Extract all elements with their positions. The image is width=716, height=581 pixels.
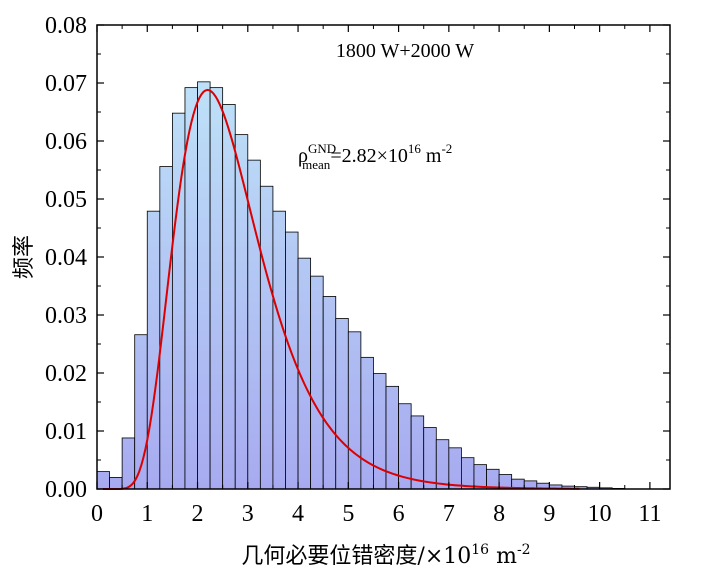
- x-tick-label: 10: [588, 501, 612, 527]
- histogram-bar: [285, 231, 299, 490]
- y-tick-label: 0.06: [45, 129, 87, 155]
- annotation-unit: m: [421, 145, 442, 167]
- histogram-bar: [146, 210, 161, 490]
- bars-group: [96, 81, 626, 490]
- y-tick-label: 0.02: [45, 361, 87, 387]
- x-tick-label: 6: [393, 501, 405, 527]
- x-tick-label: 2: [192, 501, 204, 527]
- histogram-bar: [197, 81, 211, 490]
- y-tick-label: 0.00: [45, 477, 87, 503]
- histogram-bar: [272, 210, 286, 490]
- histogram-bar: [209, 87, 224, 490]
- histogram-bar: [259, 185, 274, 490]
- histogram-bar: [109, 476, 123, 490]
- x-tick-label: 0: [91, 501, 103, 527]
- y-axis-title: 频率: [12, 235, 37, 279]
- y-tick-label: 0.07: [45, 71, 87, 97]
- histogram-bar: [222, 104, 236, 490]
- annotation-sub: mean: [302, 157, 331, 172]
- x-tick-label: 8: [493, 501, 505, 527]
- histogram-bar: [96, 471, 110, 490]
- annotation-value: =2.82×10: [330, 145, 408, 167]
- histogram-bar: [347, 331, 362, 490]
- x-tick-label: 5: [342, 501, 354, 527]
- x-axis-title-exp: 16: [471, 542, 489, 558]
- x-axis-title: 几何必要位错密度/×1016 m-2: [241, 542, 530, 569]
- histogram-bar: [121, 437, 136, 490]
- histogram-bar: [410, 415, 425, 490]
- y-tick-label: 0.03: [45, 303, 87, 329]
- y-tick-label: 0.04: [45, 245, 87, 271]
- y-tick-label: 0.01: [45, 419, 87, 445]
- histogram-bar: [473, 464, 487, 490]
- x-tick-label: 1: [141, 501, 153, 527]
- x-tick-label: 3: [242, 501, 254, 527]
- histogram-bar: [360, 356, 374, 490]
- y-tick-label: 0.05: [45, 187, 87, 213]
- histogram-bar: [373, 373, 387, 490]
- x-tick-label: 11: [638, 501, 661, 527]
- annotation-unit-exp: -2: [441, 141, 452, 156]
- legend-label: 1800 W+2000 W: [336, 40, 474, 62]
- histogram-bar: [335, 318, 349, 490]
- histogram-bar: [322, 296, 337, 490]
- histogram-bar: [486, 468, 500, 490]
- histogram-bar: [159, 166, 173, 490]
- x-tick-label: 9: [543, 501, 555, 527]
- x-axis-title-unit-exp: -2: [517, 542, 531, 558]
- histogram-bar: [234, 134, 249, 490]
- fit-curve: [103, 88, 580, 490]
- histogram-bar: [461, 457, 475, 490]
- histogram-bar: [310, 275, 324, 490]
- x-axis-title-main: 几何必要位错密度/×10: [241, 544, 471, 569]
- annotation-sup: GND: [308, 141, 336, 156]
- histogram-bar: [448, 447, 462, 490]
- annotation-rho: ρ: [298, 145, 308, 167]
- x-tick-label: 4: [292, 501, 304, 527]
- histogram-bar: [435, 439, 450, 490]
- x-tick-label: 7: [443, 501, 455, 527]
- mean-annotation: ρGND mean=2.82×1016 m-2: [298, 141, 452, 172]
- x-axis-title-unit: m: [489, 544, 517, 569]
- ticks-group: 0 1 2 3 4 5 6 7 8 9 10 11 0.00 0.01 0.02 0.03 0.04 0.05 0.…: [45, 13, 670, 527]
- histogram-bar: [423, 427, 437, 490]
- annotation-exp: 16: [408, 141, 422, 156]
- y-tick-label: 0.08: [45, 13, 87, 39]
